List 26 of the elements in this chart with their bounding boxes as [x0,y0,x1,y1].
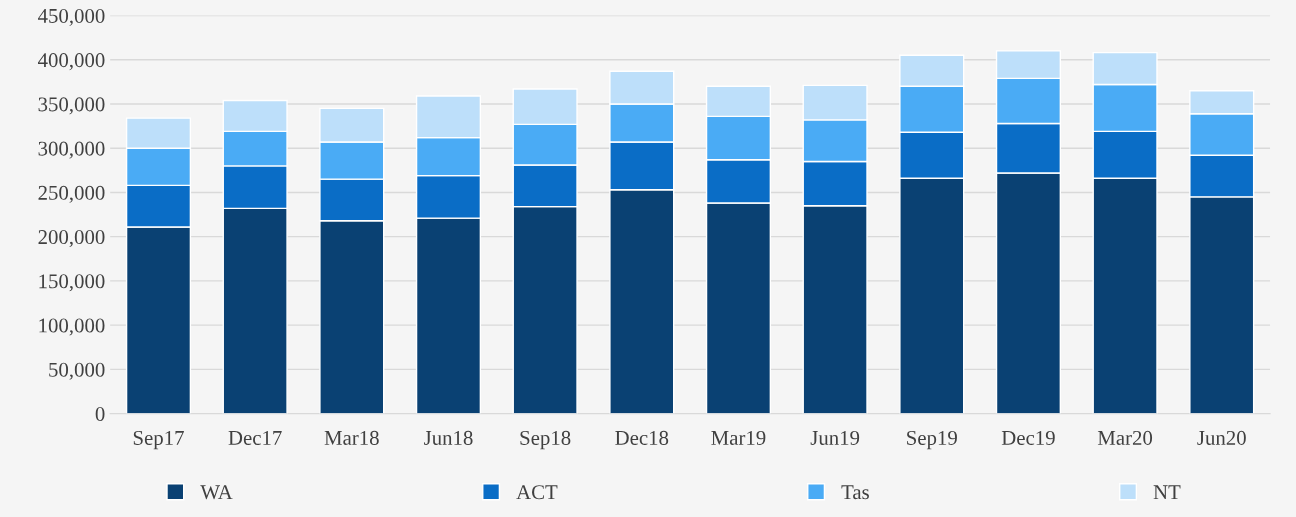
x-tick-label: Sep19 [907,430,957,450]
y-tick-label: 50,000 [49,362,105,380]
y-tick-label: 200,000 [38,230,105,248]
x-tick-label: Mar18 [324,430,379,445]
x-tick-label: Sep17 [133,430,184,450]
legend-label: Tas [841,485,869,500]
y-tick-label: 400,000 [38,53,105,71]
x-tick-label: Jun19 [810,430,860,445]
legend-label: WA [200,485,233,500]
x-tick-label: Mar20 [1097,430,1153,445]
y-tick-label: 0 [95,406,105,422]
x-tick-label: Sep18 [520,430,571,450]
x-tick-label: Dec17 [228,430,282,445]
x-tick-label: Dec18 [615,430,669,445]
y-tick-label: 450,000 [38,8,105,26]
y-tick-label: 100,000 [39,318,105,336]
y-tick-label: 150,000 [39,274,105,292]
x-tick-label: Jun18 [424,430,473,445]
y-tick-label: 250,000 [38,185,105,203]
x-tick-label: Dec19 [1001,430,1055,445]
x-tick-label: Jun20 [1197,430,1246,445]
legend-label: ACT [516,485,558,500]
legend-label: NT [1153,485,1181,499]
y-tick-label: 300,000 [38,141,105,159]
x-tick-label: Mar19 [711,430,766,445]
y-tick-label: 350,000 [38,97,105,115]
